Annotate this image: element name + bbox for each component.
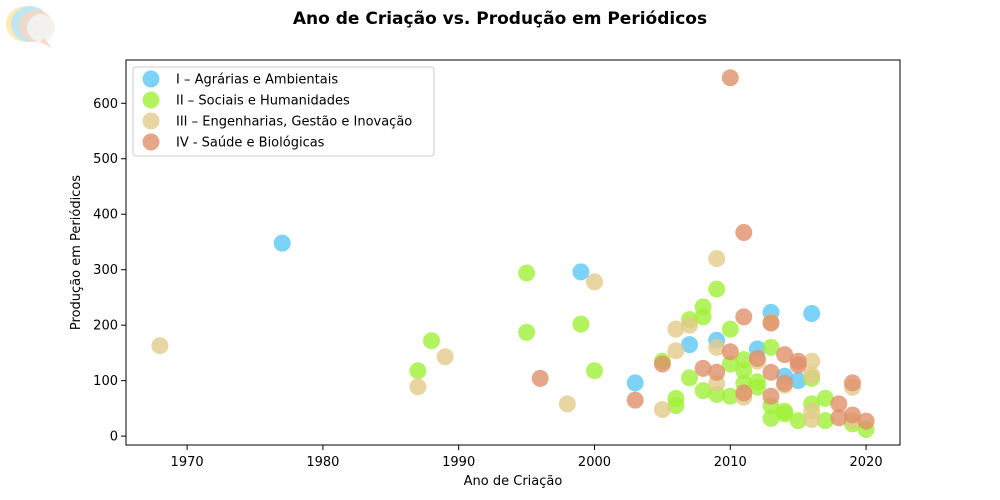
x-axis-label: Ano de Criação xyxy=(464,474,563,489)
data-point-series-2 xyxy=(694,382,712,400)
data-point-series-2 xyxy=(423,332,440,350)
data-point-series-3 xyxy=(409,378,427,396)
data-point-series-2 xyxy=(409,362,427,380)
data-point-series-3 xyxy=(803,366,821,384)
data-point-series-3 xyxy=(436,348,454,366)
data-point-series-4 xyxy=(830,409,848,427)
legend-item: II – Sociais e Humanidades xyxy=(142,91,350,109)
data-points xyxy=(151,69,875,438)
data-point-series-4 xyxy=(830,395,848,413)
data-point-series-1 xyxy=(626,374,644,392)
data-point-series-1 xyxy=(273,234,291,252)
legend-item: IV - Saúde e Biológicas xyxy=(142,133,325,151)
data-point-series-3 xyxy=(667,342,685,360)
data-point-series-4 xyxy=(762,314,780,332)
legend-marker xyxy=(142,91,160,109)
legend-label: I – Agrárias e Ambientais xyxy=(176,73,338,88)
data-point-series-2 xyxy=(816,412,834,430)
data-point-series-4 xyxy=(735,308,753,326)
data-point-series-3 xyxy=(586,273,603,291)
data-point-series-1 xyxy=(789,372,807,390)
legend-label: IV - Saúde e Biológicas xyxy=(176,136,325,151)
data-point-series-4 xyxy=(762,363,780,381)
x-tick-label: 1980 xyxy=(306,455,339,470)
data-point-series-2 xyxy=(572,315,590,333)
legend-marker xyxy=(142,70,160,88)
data-point-series-4 xyxy=(708,363,726,381)
data-point-series-4 xyxy=(844,406,861,424)
legend-box xyxy=(132,66,435,157)
data-point-series-1 xyxy=(803,305,821,322)
data-point-series-4 xyxy=(531,369,549,387)
y-axis-label: Produção em Periódicos xyxy=(69,175,84,330)
data-point-series-2 xyxy=(708,280,726,298)
data-point-series-4 xyxy=(776,374,794,392)
y-tick-label: 0 xyxy=(110,430,118,445)
data-point-series-2 xyxy=(748,378,766,396)
y-tick-label: 300 xyxy=(93,263,118,278)
legend-label: III – Engenharias, Gestão e Inovação xyxy=(176,115,412,130)
data-point-series-3 xyxy=(803,411,821,428)
y-tick-label: 600 xyxy=(93,97,118,112)
data-point-series-4 xyxy=(735,224,753,241)
data-point-series-4 xyxy=(721,343,739,361)
data-point-series-3 xyxy=(708,250,726,268)
data-point-series-4 xyxy=(748,350,766,367)
data-point-series-4 xyxy=(653,355,671,373)
data-point-series-3 xyxy=(803,352,821,370)
data-point-series-3 xyxy=(151,337,169,355)
data-point-series-2 xyxy=(816,389,834,407)
data-point-series-4 xyxy=(762,387,780,405)
x-tick-label: 2020 xyxy=(850,455,883,470)
data-point-series-3 xyxy=(653,401,671,418)
y-tick-label: 400 xyxy=(93,208,118,223)
legend-marker xyxy=(142,133,160,151)
data-point-series-2 xyxy=(586,362,603,380)
data-point-series-2 xyxy=(789,412,807,430)
x-tick-label: 1990 xyxy=(442,455,475,470)
x-tick-label: 2000 xyxy=(578,455,611,470)
data-point-series-2 xyxy=(667,397,685,415)
data-point-series-2 xyxy=(735,362,753,380)
y-tick-label: 500 xyxy=(93,152,118,167)
legend-label: II – Sociais e Humanidades xyxy=(176,94,350,109)
x-tick-label: 2010 xyxy=(714,455,747,470)
data-point-series-2 xyxy=(518,264,536,282)
legend-marker xyxy=(142,112,160,130)
legend-item: I – Agrárias e Ambientais xyxy=(142,70,338,88)
data-point-series-4 xyxy=(735,384,753,402)
legend: I – Agrárias e Ambientais II – Sociais e … xyxy=(132,66,435,157)
data-point-series-4 xyxy=(776,346,794,364)
data-point-series-2 xyxy=(762,409,780,427)
data-point-series-3 xyxy=(681,316,698,334)
data-point-series-4 xyxy=(857,412,875,430)
plot-frame xyxy=(125,59,901,446)
data-point-series-1 xyxy=(681,336,698,354)
axes: 1970 1980 1990 2000 2010 2020 0 100 200 300 400 500… xyxy=(93,97,882,470)
data-point-series-2 xyxy=(694,308,712,326)
data-point-series-2 xyxy=(518,323,536,341)
data-point-series-2 xyxy=(776,405,794,423)
x-tick-label: 1970 xyxy=(171,455,204,470)
data-point-series-3 xyxy=(667,320,685,338)
data-point-series-4 xyxy=(721,69,739,87)
data-point-series-2 xyxy=(762,338,780,356)
data-point-series-4 xyxy=(626,391,644,409)
data-point-series-2 xyxy=(681,369,698,387)
data-point-series-4 xyxy=(789,356,807,374)
data-point-series-2 xyxy=(721,320,739,338)
data-point-series-4 xyxy=(844,374,861,392)
speech-bubble-logo xyxy=(6,6,55,48)
data-point-series-4 xyxy=(694,359,712,377)
data-point-series-2 xyxy=(721,355,739,373)
data-point-series-2 xyxy=(721,387,739,405)
data-point-series-3 xyxy=(708,338,726,356)
chart-title: Ano de Criação vs. Produção em Periódico… xyxy=(293,9,707,29)
y-tick-label: 200 xyxy=(93,319,118,334)
data-point-series-1 xyxy=(572,263,590,281)
legend-item: III – Engenharias, Gestão e Inovação xyxy=(142,112,412,130)
data-point-series-3 xyxy=(558,395,576,413)
y-tick-label: 100 xyxy=(93,374,118,389)
